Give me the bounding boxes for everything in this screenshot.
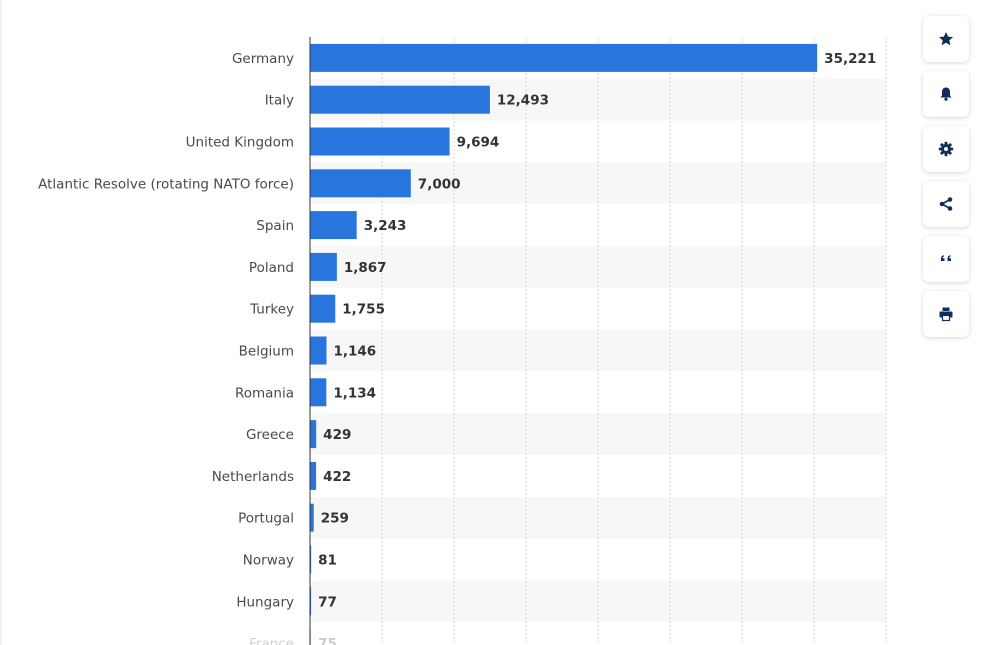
category-label: France — [249, 636, 294, 645]
quote-icon — [941, 255, 951, 261]
bar-romania[interactable] — [310, 378, 327, 407]
value-label: 75 — [318, 636, 337, 645]
category-label: Portugal — [238, 511, 294, 527]
value-label: 81 — [318, 553, 337, 569]
share-button[interactable] — [923, 181, 969, 227]
category-label: Poland — [249, 260, 294, 276]
category-label: Norway — [243, 553, 294, 569]
category-label: Turkey — [249, 302, 294, 318]
bar-united-kingdom[interactable] — [310, 127, 450, 156]
value-label: 77 — [318, 594, 337, 610]
bar-italy[interactable] — [310, 85, 490, 114]
star-icon — [939, 32, 953, 46]
print-button[interactable] — [923, 291, 969, 337]
chart-svg: Germany Italy United Kingdom Atlantic Resol… — [38, 37, 887, 645]
favorite-button[interactable] — [923, 16, 969, 62]
value-label: 3,243 — [364, 218, 407, 234]
bar-france[interactable] — [310, 629, 312, 645]
category-label: Greece — [246, 427, 294, 443]
bar-atlantic-resolve-rotating-nato-force[interactable] — [310, 169, 411, 198]
share-icon — [939, 197, 953, 211]
bar-greece[interactable] — [310, 420, 317, 449]
value-label: 9,694 — [457, 135, 500, 151]
value-label: 35,221 — [824, 51, 876, 67]
category-label: Belgium — [239, 344, 294, 360]
value-label: 422 — [323, 469, 351, 485]
bar-germany[interactable] — [310, 43, 818, 72]
value-label: 1,867 — [344, 260, 387, 276]
category-labels: Germany Italy United Kingdom Atlantic Resol… — [38, 51, 294, 645]
category-label: Italy — [265, 93, 294, 109]
bar-belgium[interactable] — [310, 336, 327, 365]
settings-button[interactable] — [923, 126, 969, 172]
gear-icon — [938, 141, 954, 157]
value-label: 429 — [323, 427, 351, 443]
bar-turkey[interactable] — [310, 294, 336, 323]
side-toolbar — [923, 16, 969, 337]
bell-icon — [940, 87, 952, 101]
bar-portugal[interactable] — [310, 503, 314, 532]
value-label: 7,000 — [418, 176, 461, 192]
bars — [310, 43, 818, 645]
cite-button[interactable] — [923, 236, 969, 282]
value-label: 259 — [321, 511, 349, 527]
category-label: Romania — [235, 385, 294, 401]
printer-icon — [939, 307, 953, 322]
category-label: Netherlands — [212, 469, 294, 485]
notification-button[interactable] — [923, 71, 969, 117]
bar-chart: Germany Italy United Kingdom Atlantic Resol… — [38, 37, 887, 645]
category-label: Germany — [232, 51, 294, 67]
category-label: Hungary — [236, 594, 294, 610]
value-labels: 35,221 12,493 9,694 7,000 3,243 1,867 1,755 1,1… — [318, 51, 876, 645]
bar-norway[interactable] — [310, 545, 312, 574]
bar-spain[interactable] — [310, 211, 357, 240]
bar-hungary[interactable] — [310, 587, 312, 616]
bar-netherlands[interactable] — [310, 461, 317, 490]
bar-poland[interactable] — [310, 252, 337, 281]
category-label: Spain — [256, 218, 294, 234]
category-label: Atlantic Resolve (rotating NATO force) — [38, 176, 294, 192]
category-label: United Kingdom — [186, 135, 294, 151]
value-label: 1,146 — [334, 344, 377, 360]
left-border — [0, 0, 2, 645]
value-label: 12,493 — [497, 93, 549, 109]
value-label: 1,134 — [333, 385, 376, 401]
value-label: 1,755 — [342, 302, 385, 318]
